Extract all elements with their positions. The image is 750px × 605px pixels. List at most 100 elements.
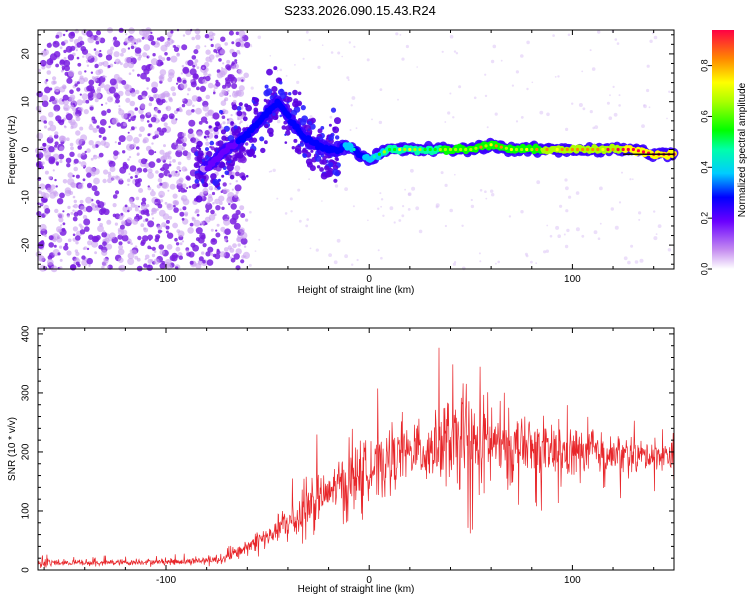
- noise-dot: [147, 245, 152, 250]
- noise-dot: [401, 57, 405, 61]
- y-tick-label: 100: [21, 502, 32, 519]
- cluster-dot: [294, 145, 302, 152]
- cluster-dot: [195, 195, 203, 203]
- noise-dot: [221, 206, 225, 210]
- noise-dot: [118, 109, 125, 116]
- noise-dot: [230, 257, 236, 263]
- noise-dot: [148, 149, 155, 156]
- cluster-dot: [330, 107, 337, 113]
- noise-dot: [294, 64, 296, 66]
- noise-dot: [494, 112, 498, 116]
- noise-dot: [45, 78, 49, 82]
- noise-dot: [96, 207, 101, 212]
- noise-dot: [201, 99, 204, 102]
- noise-dot: [215, 232, 221, 238]
- ridge-peak: [423, 147, 427, 152]
- cluster-dot: [264, 140, 268, 145]
- noise-dot: [78, 36, 83, 41]
- noise-dot: [181, 103, 186, 108]
- cluster-dot: [333, 178, 338, 183]
- noise-dot: [88, 140, 94, 146]
- cluster-dot: [305, 150, 309, 153]
- noise-dot: [198, 121, 203, 125]
- noise-dot: [43, 195, 47, 199]
- noise-dot: [97, 201, 105, 209]
- noise-dot: [341, 55, 344, 58]
- noise-dot: [221, 115, 226, 119]
- noise-dot: [220, 226, 226, 232]
- noise-dot: [63, 56, 67, 60]
- noise-dot: [157, 203, 163, 209]
- noise-dot: [379, 88, 383, 91]
- noise-dot: [599, 222, 602, 225]
- cluster-dot: [197, 157, 203, 163]
- noise-dot: [159, 262, 166, 270]
- noise-dot: [205, 75, 211, 82]
- noise-dot: [63, 49, 67, 54]
- cluster-dot: [259, 136, 265, 142]
- noise-dot: [227, 74, 235, 82]
- noise-dot: [238, 52, 241, 55]
- noise-dot: [356, 258, 359, 262]
- cluster-dot: [314, 155, 322, 162]
- noise-dot: [138, 133, 142, 137]
- noise-dot: [111, 175, 116, 181]
- noise-dot: [100, 140, 107, 146]
- noise-dot: [133, 115, 137, 119]
- noise-dot: [85, 196, 92, 204]
- noise-dot: [328, 253, 332, 257]
- noise-dot: [43, 120, 47, 124]
- noise-dot: [72, 216, 78, 222]
- noise-dot: [158, 172, 164, 179]
- ridge-core: [245, 132, 252, 139]
- noise-dot: [112, 36, 118, 41]
- noise-dot: [151, 81, 159, 89]
- noise-dot: [41, 100, 49, 108]
- cluster-dot: [219, 109, 223, 114]
- noise-dot: [410, 168, 414, 173]
- noise-dot: [83, 109, 89, 115]
- noise-dot: [549, 234, 553, 238]
- noise-dot: [240, 213, 246, 218]
- noise-dot: [39, 165, 43, 169]
- noise-dot: [148, 161, 156, 169]
- noise-dot: [204, 216, 211, 223]
- noise-dot: [158, 209, 166, 217]
- noise-dot: [130, 45, 135, 50]
- noise-dot: [166, 56, 171, 61]
- noise-dot: [458, 85, 462, 89]
- noise-dot: [182, 98, 185, 102]
- noise-dot: [102, 60, 109, 67]
- noise-dot: [224, 228, 231, 235]
- noise-dot: [535, 262, 538, 265]
- noise-dot: [589, 49, 592, 52]
- noise-dot: [232, 81, 236, 84]
- cluster-dot: [302, 153, 306, 157]
- noise-dot: [220, 36, 226, 42]
- noise-dot: [222, 182, 227, 187]
- noise-dot: [49, 135, 53, 139]
- noise-dot: [189, 260, 194, 265]
- noise-dot: [202, 66, 205, 69]
- noise-dot: [145, 27, 152, 34]
- noise-dot: [182, 66, 190, 74]
- noise-dot: [117, 229, 125, 236]
- noise-dot: [81, 182, 84, 185]
- noise-dot: [47, 127, 51, 131]
- cluster-dot: [292, 100, 299, 108]
- noise-dot: [61, 99, 65, 102]
- noise-dot: [61, 65, 66, 70]
- noise-dot: [226, 196, 233, 202]
- cluster-dot: [260, 147, 266, 154]
- noise-dot: [59, 245, 63, 249]
- noise-dot: [206, 259, 214, 266]
- noise-dot: [48, 156, 56, 164]
- noise-dot: [62, 94, 69, 101]
- cluster-dot: [268, 132, 274, 137]
- noise-dot: [79, 126, 84, 131]
- noise-dot: [165, 92, 171, 98]
- noise-dot: [193, 49, 199, 55]
- noise-dot: [201, 251, 205, 255]
- cluster-dot: [233, 125, 238, 129]
- noise-dot: [238, 85, 245, 92]
